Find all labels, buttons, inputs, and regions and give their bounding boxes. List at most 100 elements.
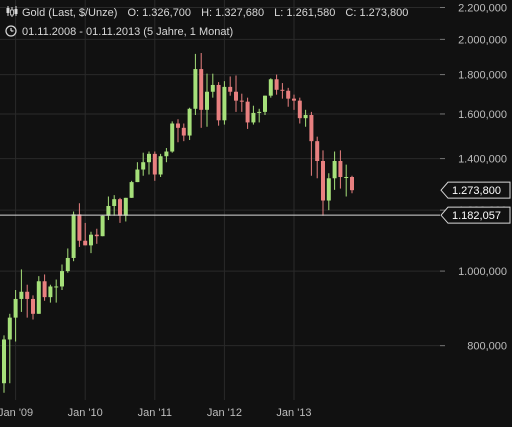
candle-body bbox=[199, 69, 204, 110]
candle-body bbox=[228, 86, 233, 92]
candle-2013-09 bbox=[338, 150, 343, 189]
candle-2012-11 bbox=[280, 83, 285, 99]
y-tick-label: 1.600,000 bbox=[458, 109, 507, 121]
candle-body bbox=[48, 286, 53, 298]
y-tick-label: 1.800,000 bbox=[458, 70, 507, 82]
candle-body bbox=[239, 100, 244, 102]
candle-2011-09 bbox=[199, 53, 204, 128]
candle-2010-12 bbox=[147, 151, 151, 175]
candle-body bbox=[54, 286, 59, 288]
candle-2011-12 bbox=[216, 82, 221, 126]
candle-body bbox=[152, 153, 157, 175]
candle-body bbox=[36, 281, 41, 314]
candle-2013-05 bbox=[315, 136, 320, 179]
candle-body bbox=[187, 108, 192, 136]
y-tick-label: 1.400,000 bbox=[458, 154, 507, 166]
candle-body bbox=[193, 69, 198, 109]
candle-body bbox=[210, 84, 215, 92]
candle-body bbox=[100, 215, 105, 237]
candle-2013-03 bbox=[303, 109, 308, 127]
candle-2011-11 bbox=[210, 73, 215, 98]
candle-2009-02 bbox=[19, 269, 24, 312]
candle-2013-02 bbox=[297, 97, 302, 124]
candle-body bbox=[77, 214, 82, 241]
candle-body bbox=[147, 153, 151, 163]
candle-2009-05 bbox=[36, 276, 41, 314]
candle-body bbox=[268, 79, 273, 96]
candle-body bbox=[222, 86, 227, 121]
candle-2011-03 bbox=[164, 148, 169, 163]
candle-2011-01 bbox=[152, 151, 157, 181]
date-range: 01.11.2008 - 01.11.2013 (5 Jahre, 1 Mona… bbox=[22, 26, 233, 38]
candle-2010-10 bbox=[135, 162, 140, 183]
open-value: O: 1.326,700 bbox=[127, 7, 191, 19]
candle-2010-03 bbox=[94, 228, 99, 244]
candle-2009-01 bbox=[13, 289, 18, 342]
low-value: L: 1.261,580 bbox=[274, 7, 335, 19]
y-tick-label: 2.000,000 bbox=[458, 34, 507, 46]
candle-body bbox=[31, 298, 35, 314]
horizontal-line-tag bbox=[440, 206, 511, 224]
candle-body bbox=[332, 160, 337, 179]
candle-body bbox=[286, 90, 291, 99]
candle-2011-02 bbox=[158, 153, 163, 178]
candle-body bbox=[280, 89, 285, 91]
candle-2012-05 bbox=[245, 97, 250, 129]
candle-body bbox=[7, 317, 12, 340]
candle-body bbox=[251, 112, 256, 123]
candle-2010-08 bbox=[123, 197, 128, 222]
candle-2008-11 bbox=[2, 335, 6, 393]
x-tick-label: Jan '13 bbox=[276, 407, 311, 419]
x-tick-label: Jan '09 bbox=[0, 407, 33, 419]
candle-body bbox=[309, 115, 314, 142]
candlestick-icon bbox=[6, 6, 18, 17]
candle-body bbox=[350, 177, 354, 191]
candle-body bbox=[135, 169, 140, 183]
candle-body bbox=[321, 160, 325, 201]
x-tick-label: Jan '11 bbox=[138, 407, 172, 419]
horizontal-line-label: 1.182,057 bbox=[452, 210, 501, 222]
candle-body bbox=[19, 291, 24, 299]
candle-2009-08 bbox=[54, 279, 59, 303]
candle-body bbox=[129, 182, 134, 198]
candle-2010-05 bbox=[106, 196, 111, 221]
y-tick-label: 2.200,000 bbox=[458, 3, 507, 15]
candle-2013-01 bbox=[292, 94, 296, 110]
candle-2012-04 bbox=[239, 93, 244, 112]
candle-body bbox=[297, 100, 302, 119]
candle-2009-07 bbox=[48, 284, 53, 303]
candle-2013-08 bbox=[332, 151, 337, 190]
candle-body bbox=[60, 271, 64, 287]
candle-2011-04 bbox=[170, 121, 175, 153]
high-value: H: 1.327,680 bbox=[201, 7, 264, 19]
candle-body bbox=[71, 214, 76, 258]
candle-2009-04 bbox=[31, 295, 35, 320]
x-tick-label: Jan '10 bbox=[68, 407, 103, 419]
candle-2009-03 bbox=[25, 284, 30, 318]
candle-body bbox=[106, 205, 111, 216]
last-price-label: 1.273,800 bbox=[452, 185, 501, 197]
candle-2010-01 bbox=[83, 222, 88, 246]
candle-body bbox=[216, 84, 221, 121]
candle-body bbox=[123, 197, 128, 216]
candle-2010-07 bbox=[118, 197, 122, 223]
candle-2012-01 bbox=[222, 81, 227, 125]
y-tick-label: 1.000,000 bbox=[458, 266, 507, 278]
candle-2012-10 bbox=[274, 74, 279, 95]
candle-body bbox=[245, 101, 250, 123]
candle-body bbox=[315, 141, 320, 161]
candle-2010-09 bbox=[129, 180, 134, 198]
candle-body bbox=[338, 160, 343, 178]
candle-2012-02 bbox=[228, 76, 233, 96]
candle-2012-07 bbox=[257, 108, 262, 123]
candle-body bbox=[176, 123, 180, 128]
close-value: C: 1.273,800 bbox=[345, 7, 408, 19]
candle-body bbox=[234, 91, 238, 101]
candle-body bbox=[205, 91, 209, 110]
candle-body bbox=[164, 151, 169, 157]
candle-body bbox=[257, 111, 262, 113]
candle-body bbox=[181, 127, 186, 136]
candle-2010-06 bbox=[112, 195, 117, 216]
candle-body bbox=[344, 177, 349, 179]
